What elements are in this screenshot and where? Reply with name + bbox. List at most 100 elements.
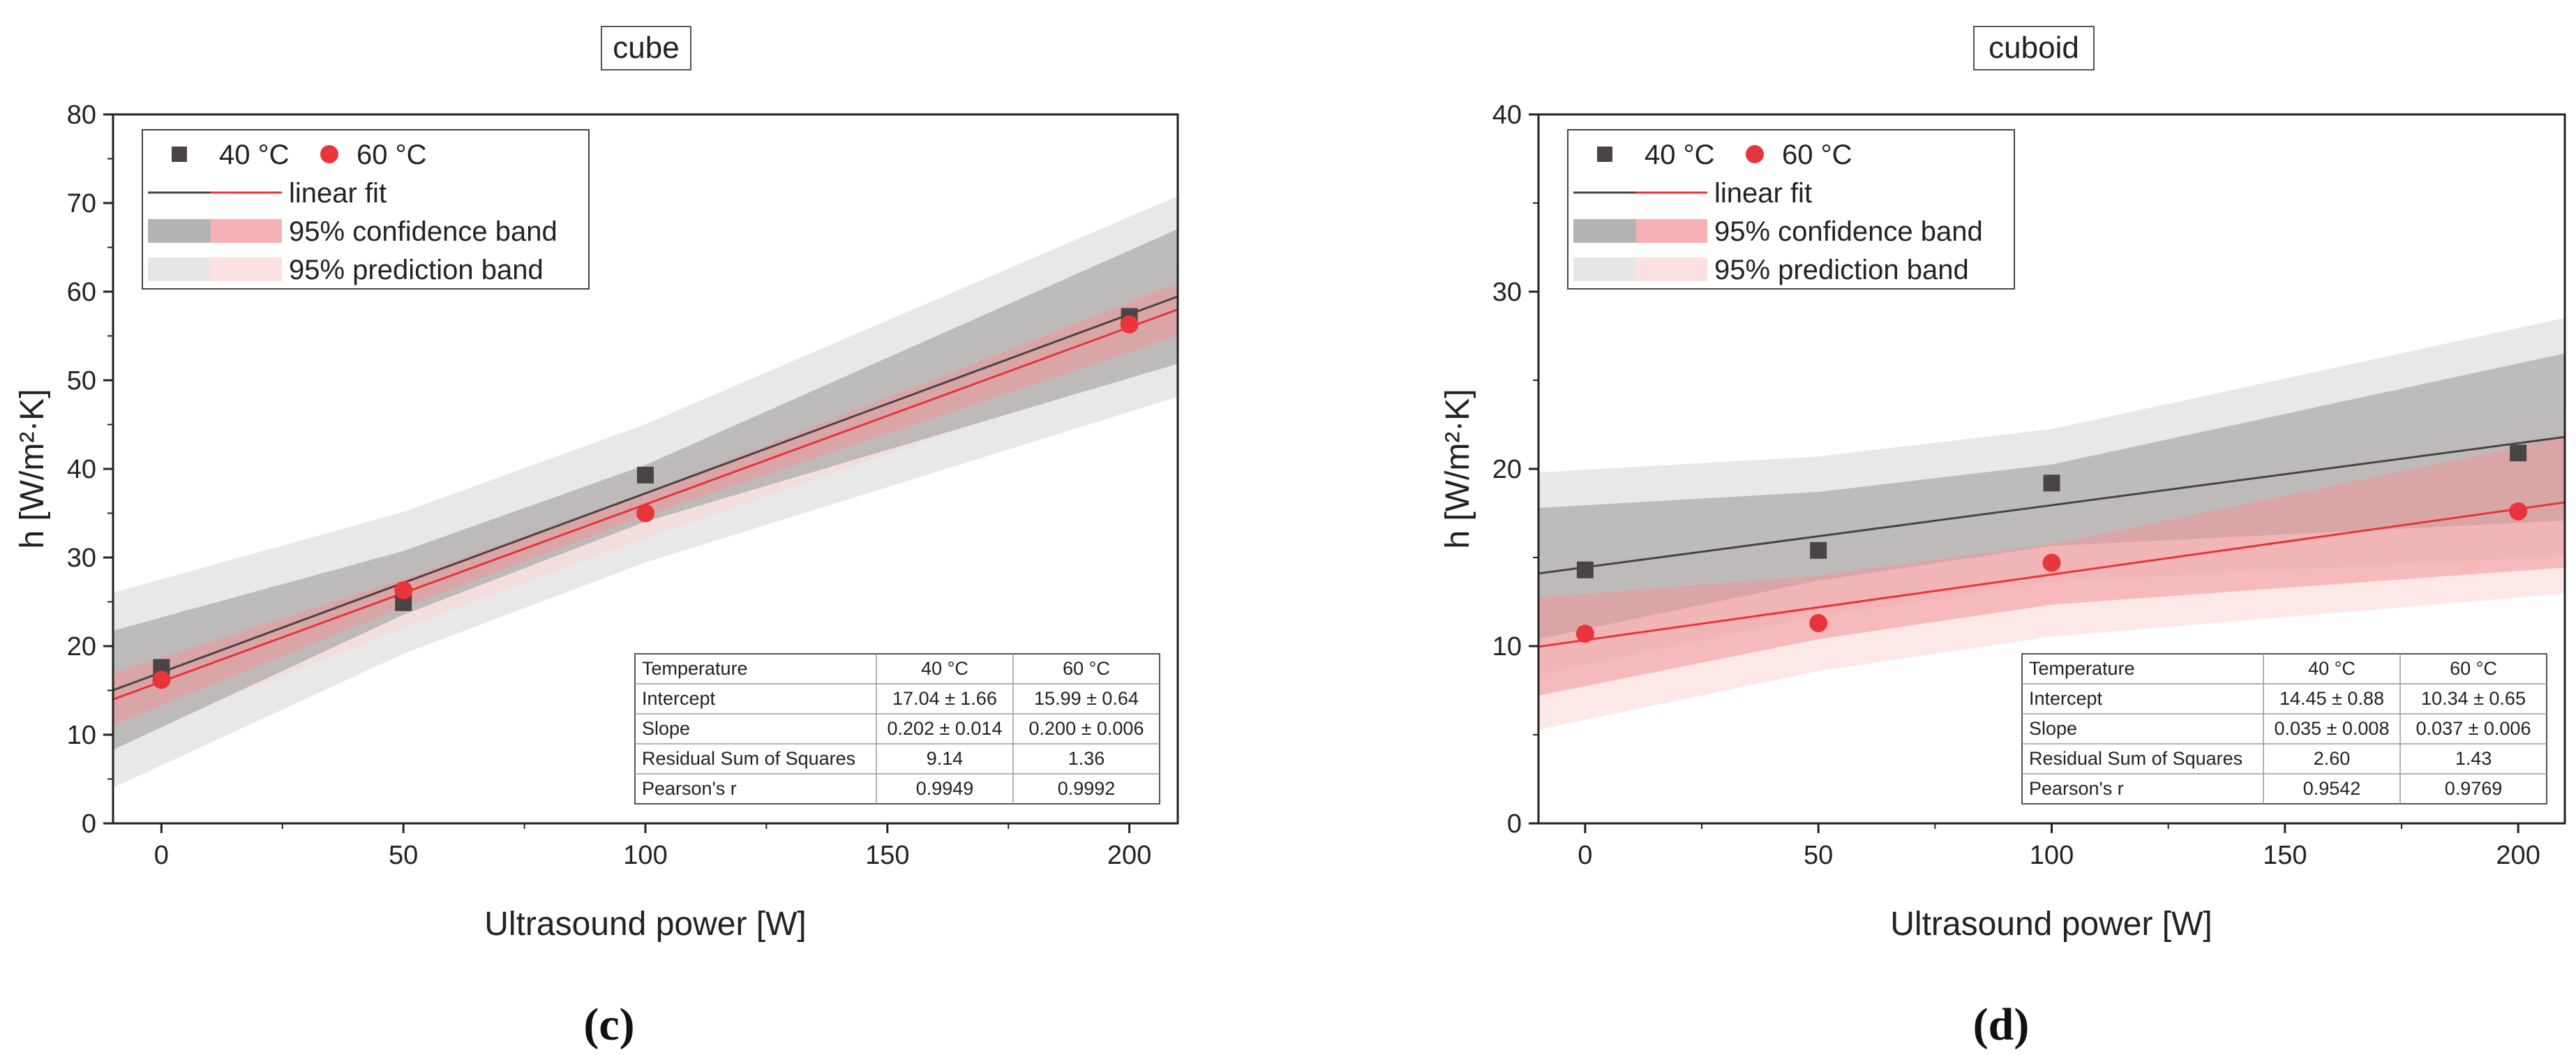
linear-fit-line-40 xyxy=(1538,435,2565,575)
linear-fit-line-60 xyxy=(1538,501,2565,648)
legend: 40 °C 60 °C linear fit 95% confidence band 9… xyxy=(1567,129,2015,290)
data-point-60 xyxy=(1809,613,1828,632)
legend-label-fit: linear fit xyxy=(1714,178,1812,209)
stats-table-row-label: Residual Sum of Squares xyxy=(642,748,855,769)
stats-table-cell: 0.9949 xyxy=(916,778,974,799)
y-tick-label: 60 xyxy=(67,278,96,307)
x-tick-label: 50 xyxy=(389,841,418,870)
legend-label-prediction: 95% prediction band xyxy=(1714,255,1969,285)
chart-title-box xyxy=(1973,26,2095,70)
panel-letter: (d) xyxy=(1973,999,2030,1050)
stats-table-cell: 2.60 xyxy=(2314,748,2351,769)
x-axis-label: Ultrasound power [W] xyxy=(484,906,807,943)
data-point-60 xyxy=(1120,315,1139,334)
legend: 40 °C 60 °C linear fit 95% confidence band 9… xyxy=(142,129,590,290)
y-axis-label: h [W/m²·K] xyxy=(14,389,51,548)
stats-table-header-cell: 40 °C xyxy=(921,658,968,679)
data-point-60 xyxy=(2509,502,2528,521)
x-tick-label: 150 xyxy=(865,841,909,870)
stats-table-cell: 0.202 ± 0.014 xyxy=(888,718,1003,739)
y-tick-label: 70 xyxy=(67,189,96,218)
legend-pred-swatch-40 xyxy=(1573,257,1642,281)
y-tick-label: 10 xyxy=(67,721,96,750)
y-tick-label: 10 xyxy=(1492,632,1522,661)
confidence-band-40 xyxy=(1538,353,2565,639)
legend-marker-60 xyxy=(320,145,338,163)
legend-label-confidence: 95% confidence band xyxy=(289,216,557,247)
stats-table-cell: 1.43 xyxy=(2455,748,2492,769)
legend-label-60: 60 °C xyxy=(1782,140,1852,170)
stats-table-cell: 0.9992 xyxy=(1058,778,1116,799)
chart-cuboid: cuboid 0 50 100 150 200 0 10 20 30 40 Ultrasound po… xyxy=(1439,26,2566,1050)
stats-table-row-label: Intercept xyxy=(2029,688,2103,709)
legend-marker-40 xyxy=(1597,147,1612,162)
y-tick-label: 80 xyxy=(67,100,96,130)
data-point-60 xyxy=(2042,553,2061,572)
legend-label-prediction: 95% prediction band xyxy=(289,255,544,285)
stats-table-header-cell: Temperature xyxy=(642,658,748,679)
legend-marker-40 xyxy=(172,147,187,162)
data-point-40 xyxy=(1810,541,1827,559)
stats-table: Temperature 40 °C 60 °C Intercept 14.45 ± 0.… xyxy=(2021,653,2547,805)
stats-table-cell: 9.14 xyxy=(927,748,964,769)
x-tick-label: 150 xyxy=(2263,841,2307,870)
data-point-60 xyxy=(394,581,413,599)
stats-table-row-label: Slope xyxy=(2029,718,2077,739)
x-axis-label: Ultrasound power [W] xyxy=(1890,906,2212,943)
y-tick-label: 40 xyxy=(67,455,96,484)
y-tick-label: 50 xyxy=(67,366,96,396)
legend-label-confidence: 95% confidence band xyxy=(1714,216,1983,247)
legend-label-40: 40 °C xyxy=(219,140,290,170)
stats-table-row-label: Pearson's r xyxy=(642,778,737,799)
panel-letter: (c) xyxy=(583,999,634,1050)
y-tick-label: 0 xyxy=(1507,809,1522,839)
y-tick-label: 30 xyxy=(1492,278,1522,307)
stats-table-row-label: Pearson's r xyxy=(2029,778,2124,799)
legend-conf-swatch-40 xyxy=(148,219,216,243)
stats-table-header-cell: 60 °C xyxy=(2450,658,2497,679)
stats-table-frame xyxy=(2021,653,2547,805)
x-tick-label: 100 xyxy=(2030,841,2074,870)
x-tick-label: 200 xyxy=(2496,841,2540,870)
stats-table-row-label: Intercept xyxy=(642,688,716,709)
stats-table-header-cell: Temperature xyxy=(2029,658,2135,679)
x-tick-label: 200 xyxy=(1107,841,1151,870)
x-tick-label: 0 xyxy=(1578,841,1592,870)
data-point-40 xyxy=(1576,561,1594,578)
legend-conf-swatch-60 xyxy=(211,219,282,243)
stats-table-header-cell: 60 °C xyxy=(1063,658,1110,679)
y-tick-label: 20 xyxy=(1492,455,1522,484)
stats-table-cell: 0.037 ± 0.006 xyxy=(2416,718,2531,739)
chart-title-box xyxy=(601,26,691,70)
data-point-60 xyxy=(152,671,171,689)
data-point-60 xyxy=(636,504,654,523)
stats-table-cell: 14.45 ± 0.88 xyxy=(2279,688,2384,709)
data-point-40 xyxy=(637,466,654,484)
linear-fit-line-40 xyxy=(113,295,1178,691)
chart-title: cube xyxy=(613,31,679,65)
stats-table-cell: 1.36 xyxy=(1068,748,1105,769)
y-tick-label: 0 xyxy=(82,809,96,839)
stats-table-frame xyxy=(634,653,1160,805)
stats-table-row-label: Residual Sum of Squares xyxy=(2029,748,2242,769)
stats-table-row-label: Slope xyxy=(642,718,690,739)
legend-conf-swatch-40 xyxy=(1573,219,1642,243)
x-tick-label: 0 xyxy=(154,841,169,870)
y-tick-label: 40 xyxy=(1492,100,1522,130)
data-point-40 xyxy=(2510,444,2527,462)
y-tick-label: 20 xyxy=(67,632,96,661)
legend-marker-60 xyxy=(1746,145,1764,163)
stats-table-cell: 0.035 ± 0.008 xyxy=(2275,718,2390,739)
legend-pred-swatch-40 xyxy=(148,257,216,281)
stats-table-cell: 17.04 ± 1.66 xyxy=(892,688,997,709)
stats-table-cell: 0.9769 xyxy=(2445,778,2503,799)
stats-table-cell: 10.34 ± 0.65 xyxy=(2421,688,2526,709)
legend-pred-swatch-60 xyxy=(211,257,282,281)
stats-table-cell: 0.9542 xyxy=(2303,778,2361,799)
stats-table-cell: 15.99 ± 0.64 xyxy=(1034,688,1139,709)
stats-table-header-cell: 40 °C xyxy=(2308,658,2356,679)
legend-label-fit: linear fit xyxy=(289,178,387,209)
legend-pred-swatch-60 xyxy=(1636,257,1707,281)
x-tick-label: 100 xyxy=(623,841,667,870)
